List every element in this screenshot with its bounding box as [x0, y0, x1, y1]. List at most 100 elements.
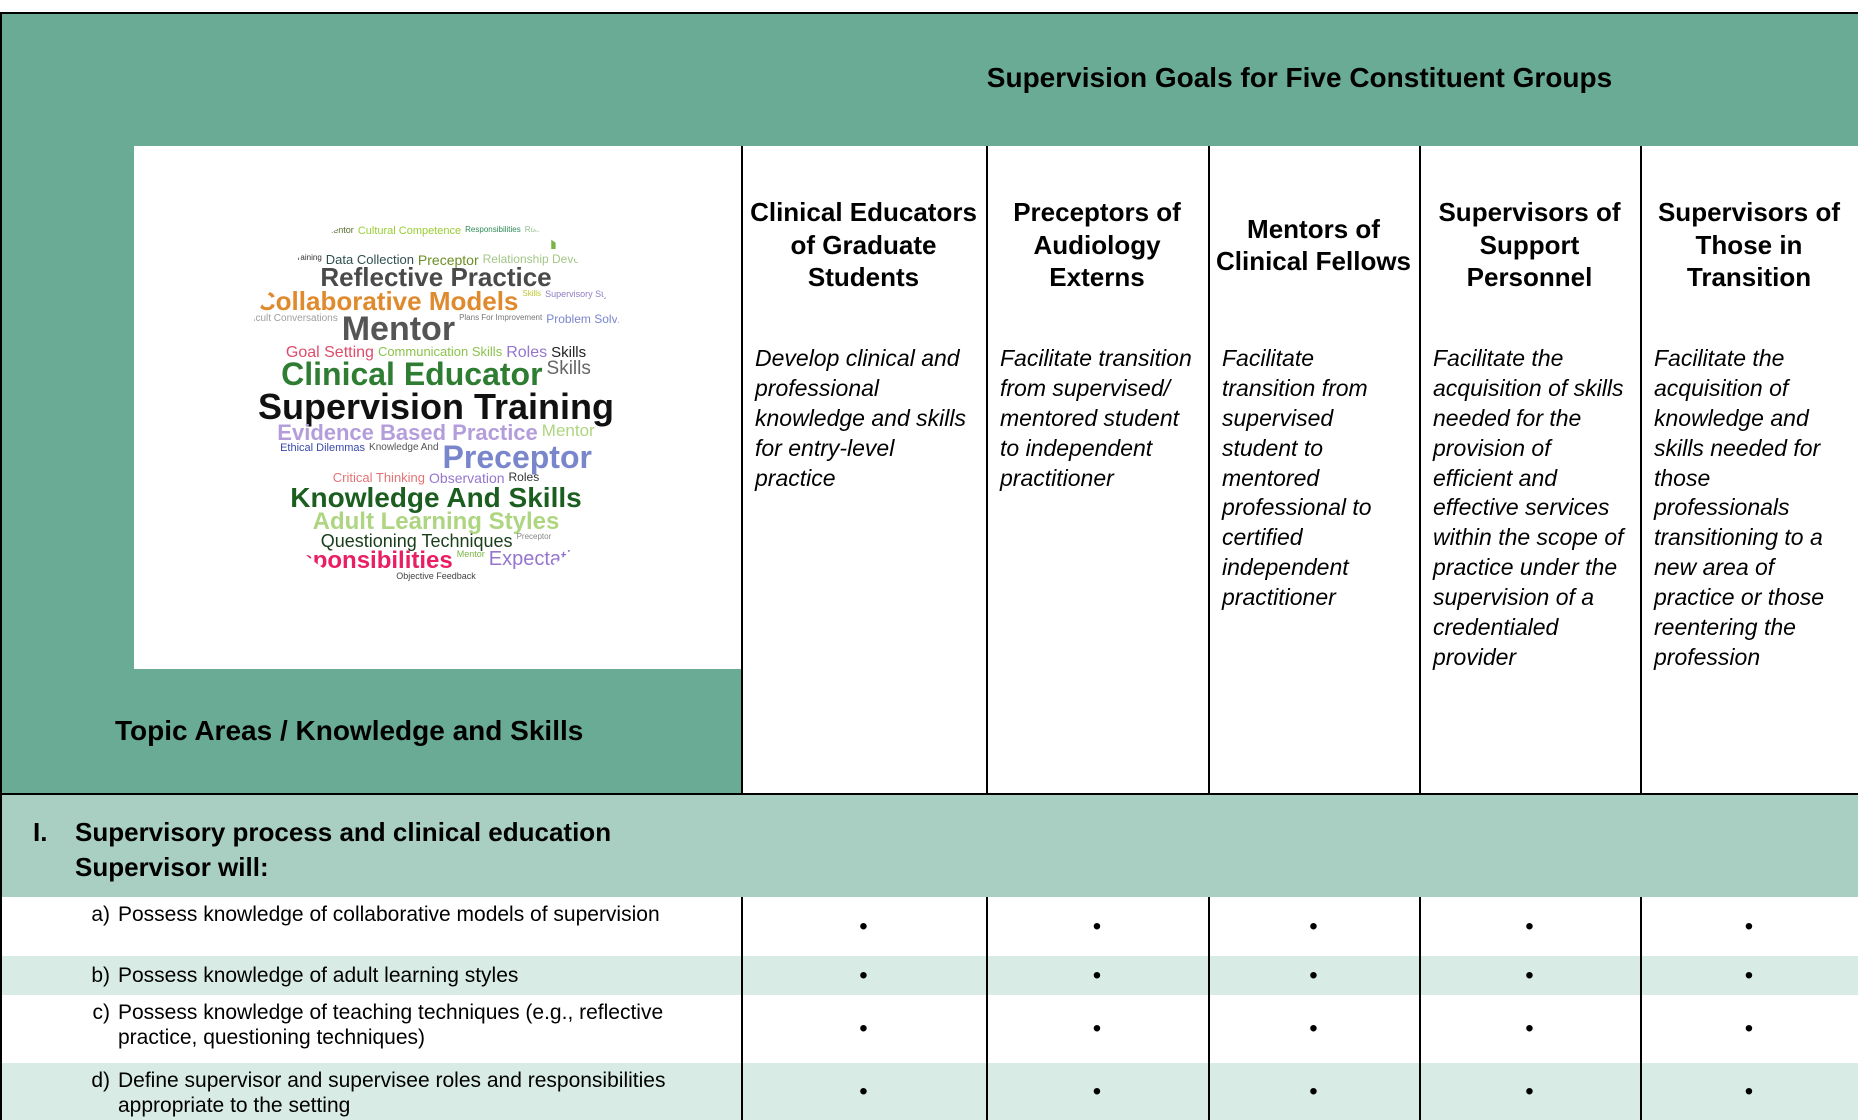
cell-border [741, 956, 743, 995]
mark: • [1744, 961, 1754, 989]
cloud-word: Roles [508, 470, 540, 485]
cell-border [986, 1063, 988, 1120]
cell-border [741, 897, 743, 956]
cloud-word: Observation [429, 470, 505, 487]
group-title: Clinical Educators of Graduate Students [750, 197, 977, 293]
group-title: Mentors of Clinical Fellows [1215, 213, 1412, 277]
cloud-word: Relationship Development [482, 251, 623, 266]
cell-border [1208, 956, 1210, 995]
mark: • [1092, 1077, 1102, 1105]
cloud-word: Knowledge And [369, 442, 439, 453]
cell-border [741, 1063, 743, 1120]
cell-border [1640, 897, 1642, 956]
cloud-word: Preceptor [516, 532, 552, 542]
table-border [0, 12, 1858, 1120]
group-description: Facilitate the acquisition of skills nee… [1433, 345, 1624, 670]
mark: • [1525, 1015, 1534, 1042]
cell-border [1208, 1063, 1210, 1120]
cell-border [1640, 1063, 1642, 1120]
mark: • [859, 912, 868, 940]
cloud-word: Skills [546, 358, 591, 380]
mark: • [1092, 912, 1102, 940]
cloud-word: Preceptor [417, 251, 479, 268]
group-title: Supervisors of Support Personnel [1438, 197, 1621, 293]
cloud-word: Objective Feedback [396, 570, 476, 581]
mark: • [1744, 1077, 1754, 1105]
cloud-word: Collaborative Models [256, 286, 519, 317]
cloud-word: Responsibilities [465, 224, 521, 234]
mark: • [1525, 1077, 1534, 1105]
cell-border [1640, 995, 1642, 1063]
cloud-word: Mentor [456, 548, 485, 559]
group-description: Develop clinical and professional knowle… [755, 345, 966, 491]
table-row: d) Define supervisor and supervisee roles… [2, 1063, 1858, 1120]
cloud-word: Reflective Practice [320, 262, 552, 293]
mark: • [1309, 1077, 1318, 1105]
row-text: Define supervisor and supervisee roles a… [118, 1069, 666, 1118]
mark: • [859, 1015, 868, 1042]
cloud-word: Mentor [341, 310, 456, 349]
cloud-word: Supervision Training [257, 385, 615, 427]
column-header [1640, 146, 1858, 794]
row-text: Possess knowledge of collaborative model… [118, 903, 660, 926]
mark: • [1744, 1015, 1754, 1042]
word-cloud-image [134, 146, 741, 669]
cloud-word: Supervisory Style [545, 289, 616, 300]
table-row: a) Possess knowledge of collaborative mod… [2, 897, 1858, 956]
cloud-word: Communication Skills [377, 343, 503, 359]
mark: • [1092, 1015, 1102, 1042]
mark: • [1525, 961, 1534, 989]
mark: • [1309, 961, 1318, 989]
cloud-word: Evidence Based Practice [277, 419, 538, 445]
row-letter: a) [91, 903, 110, 926]
cloud-word: Cultural Competence [357, 224, 462, 237]
cloud-word: Clinical Educator [281, 356, 543, 393]
mark: • [1309, 1015, 1318, 1042]
cell-border [1419, 956, 1421, 995]
cloud-word: Goal Setting [285, 343, 374, 361]
section-row: I. Supervisory process and clinical educ… [2, 795, 1858, 897]
mark: • [1744, 912, 1754, 940]
column-header [1419, 146, 1640, 794]
column-header [986, 146, 1208, 794]
column-header [741, 146, 986, 794]
group-description: Facilitate transition from supervised st… [1222, 345, 1372, 611]
group-title: Supervisors of Those in Transition [1657, 197, 1841, 293]
cloud-word: Mentor [325, 224, 354, 235]
section-subtitle: Supervisor will: [75, 852, 269, 882]
group-title: Preceptors of Audiology Externs [1013, 197, 1181, 293]
table-title: Supervision Goals for Five Constituent G… [986, 62, 1613, 93]
mark: • [1092, 961, 1102, 989]
cloud-word: Roles [506, 343, 548, 361]
mark: • [859, 1077, 868, 1105]
cloud-word: Preceptor [442, 439, 592, 475]
cell-border [986, 956, 988, 995]
cloud-word: Knowledge And Skills [290, 482, 582, 514]
cloud-word: Skills [522, 289, 542, 299]
divider [0, 793, 1858, 795]
row-text: Possess knowledge of adult learning styl… [118, 964, 519, 987]
mark: • [1309, 912, 1318, 940]
row-letter: c) [92, 1001, 111, 1024]
row-letter: d) [91, 1069, 110, 1092]
cloud-word: Skills [551, 343, 587, 361]
mark: • [1525, 912, 1534, 940]
group-description: Facilitate transition from supervised/ m… [1000, 345, 1192, 491]
row-text: Possess knowledge of teaching techniques… [118, 1001, 664, 1050]
cloud-word: Data Collection [325, 251, 414, 267]
cloud-word: Roles [524, 224, 546, 234]
cell-border [1208, 995, 1210, 1063]
topic-label: Topic Areas / Knowledge and Skills [115, 715, 584, 746]
cell-border [1419, 1063, 1421, 1120]
table-row: b) Possess knowledge of adult learning st… [2, 956, 1858, 995]
section-title: Supervisory process and clinical educati… [75, 817, 612, 847]
cell-border [1640, 956, 1642, 995]
cloud-word: Difficult Conversations [238, 313, 338, 325]
cloud-word: Plans For Improvement [459, 313, 543, 323]
cloud-word: Critical Thinking [332, 470, 426, 486]
cell-border [1419, 995, 1421, 1063]
cloud-word: Questioning Techniques [320, 531, 513, 552]
table-row: c) Possess knowledge of teaching techniqu… [2, 995, 1858, 1063]
cell-border [1208, 897, 1210, 956]
